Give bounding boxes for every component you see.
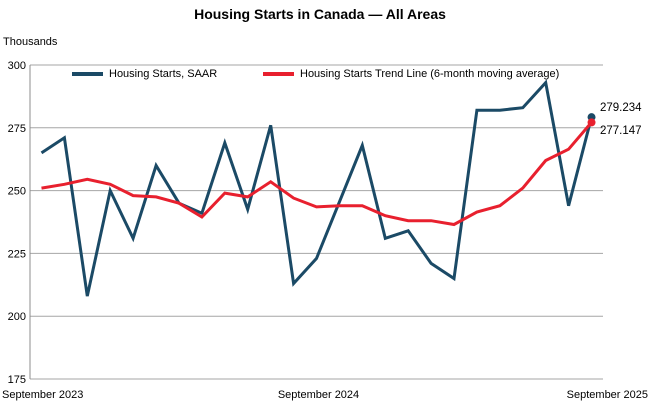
y-tick-label-250: 250 [8,186,26,198]
saar-end-value-label: 279.234 [600,102,642,114]
end-dot-trend [587,118,596,127]
x-tick-label-2: September 2025 [567,389,648,401]
y-tick-label-225: 225 [8,248,26,260]
y-tick-label-175: 175 [8,374,26,386]
saar-line-swatch-icon [72,72,103,76]
x-tick-label-0: September 2023 [2,389,83,401]
y-tick-label-275: 275 [8,123,26,135]
series-line-trend [41,121,593,227]
y-axis-unit-label: Thousands [3,36,58,48]
x-tick-label-1: September 2024 [278,389,359,401]
legend-label-saar: Housing Starts, SAAR [109,68,218,80]
trend-line-swatch-icon [263,72,294,76]
y-tick-label-200: 200 [8,311,26,323]
chart-title: Housing Starts in Canada — All Areas [194,6,446,22]
legend-item-saar: Housing Starts, SAAR [72,68,217,80]
series-line-saar [40,79,593,297]
trend-end-value-label: 277.147 [600,125,642,137]
legend-item-trend: Housing Starts Trend Line (6-month movin… [263,68,559,80]
y-tick-label-300: 300 [8,60,26,72]
legend-label-trend: Housing Starts Trend Line (6-month movin… [300,68,560,80]
